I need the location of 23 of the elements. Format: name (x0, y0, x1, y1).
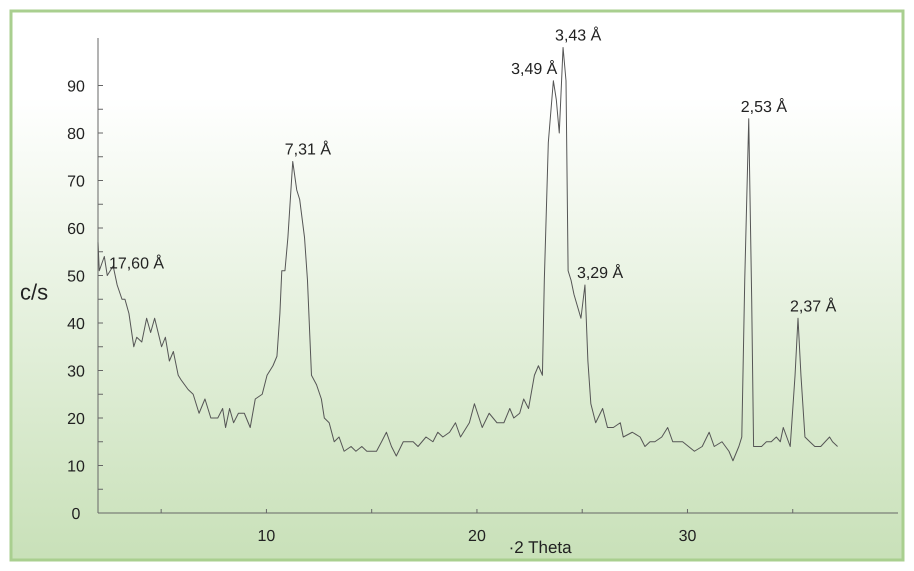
y-tick-label: 20 (67, 411, 85, 428)
y-tick-label: 30 (67, 364, 85, 380)
y-tick-label: 70 (67, 174, 85, 190)
y-tick-label: 90 (67, 78, 85, 96)
y-tick-label: 60 (67, 221, 85, 238)
y-tick-label: 50 (67, 268, 85, 286)
y-tick-label: 10 (67, 458, 85, 476)
y-tick-label: 80 (67, 126, 85, 143)
annotation: 3,43 Å (555, 26, 602, 44)
y-tick-label: 40 (67, 316, 85, 333)
y-axis-title: c/s (20, 279, 48, 304)
x-axis-title: ·2 Theta (508, 538, 572, 557)
annotation: 7,31 Å (284, 140, 332, 158)
annotation: 2,53 Å (740, 98, 788, 116)
x-tick-label: 10 (258, 528, 276, 545)
x-tick-label: 30 (678, 528, 696, 545)
x-tick-label: 20 (468, 528, 486, 545)
annotation: 3,49 Å (511, 60, 558, 78)
annotation: 3,29 Å (576, 264, 624, 282)
annotation: 17,60 Å (108, 254, 164, 272)
y-tick-label: 0 (72, 506, 81, 523)
line-series (98, 47, 838, 462)
annotation: 2,37 Å (790, 297, 837, 316)
